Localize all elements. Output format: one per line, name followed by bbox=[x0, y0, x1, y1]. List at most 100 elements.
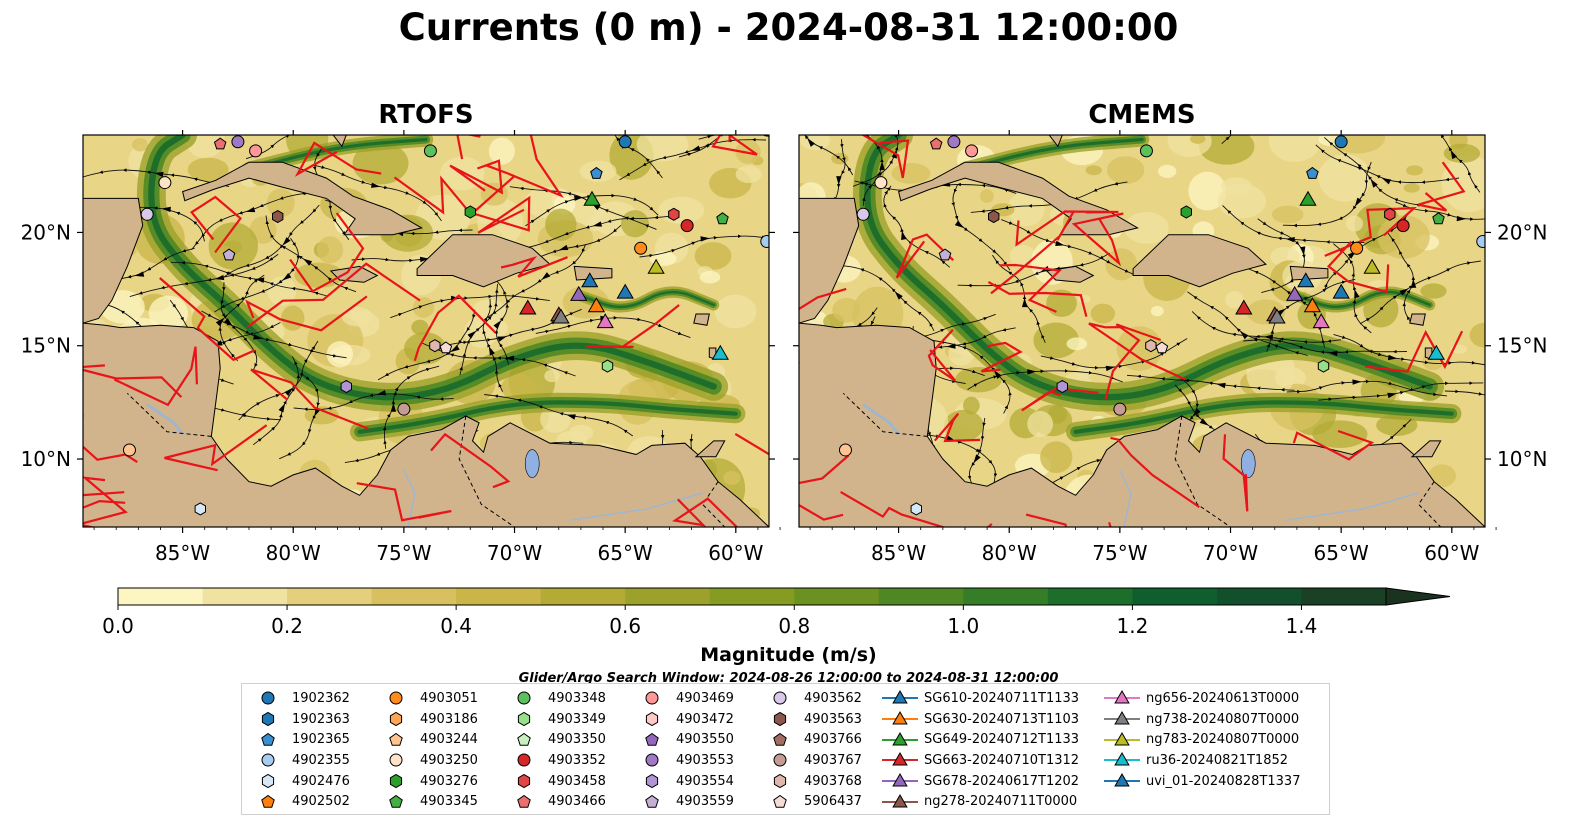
eez-boundary bbox=[1364, 329, 1464, 373]
magnitude-patch bbox=[1268, 135, 1321, 162]
argo-float-marker bbox=[222, 248, 236, 261]
colorbar-tick-label: 1.0 bbox=[947, 614, 979, 638]
colorbar-label: Magnitude (m/s) bbox=[700, 644, 877, 666]
eez-boundary bbox=[159, 277, 255, 362]
legend-entry: 5906437 bbox=[760, 791, 862, 812]
eez-boundary bbox=[861, 135, 910, 179]
legend-column: SG610-20240711T1133 SG630-20240713T1103 SG… bbox=[880, 688, 1079, 812]
eez-boundary bbox=[113, 346, 198, 407]
legend-entry: 4903458 bbox=[504, 771, 606, 792]
argo-float-marker bbox=[194, 502, 206, 516]
legend-label: 4903469 bbox=[676, 690, 734, 706]
legend-entry: 4903562 bbox=[760, 688, 862, 709]
glider-marker bbox=[583, 190, 601, 206]
legend-label: 4903350 bbox=[548, 732, 606, 748]
argo-float-marker bbox=[988, 210, 1000, 224]
hexagon-marker-icon bbox=[389, 711, 403, 727]
magnitude-patch bbox=[832, 297, 861, 323]
legend-label: 4903766 bbox=[804, 732, 862, 748]
eez-boundary bbox=[586, 304, 680, 348]
hexagon-marker-icon bbox=[389, 774, 403, 789]
streamline-arrow bbox=[1456, 215, 1466, 222]
glider-marker bbox=[1312, 313, 1330, 329]
lon-tick-label: 80°W bbox=[982, 541, 1037, 565]
glider-marker bbox=[1363, 258, 1381, 274]
magnitude-patch bbox=[979, 189, 994, 203]
eez-boundary bbox=[999, 263, 1062, 313]
panel-title-cmems: CMEMS bbox=[1088, 100, 1196, 130]
eez-boundary bbox=[83, 491, 126, 509]
legend-entry: 4903276 bbox=[376, 771, 478, 792]
magnitude-patch bbox=[341, 307, 374, 327]
land bbox=[1409, 313, 1426, 326]
legend-label: 4903472 bbox=[676, 711, 734, 727]
legend-entry: 4903469 bbox=[632, 688, 734, 709]
legend-label: 4903051 bbox=[420, 690, 478, 706]
legend-label: ng656-20240613T0000 bbox=[1146, 690, 1300, 706]
land bbox=[799, 322, 1485, 527]
streamline-arrow bbox=[65, 482, 70, 491]
magnitude-patch bbox=[1198, 135, 1255, 165]
colorbar-tick-label: 0.8 bbox=[778, 614, 810, 638]
magnitude-patch bbox=[412, 297, 435, 318]
triangle-marker-icon bbox=[882, 793, 918, 808]
argo-float-marker bbox=[668, 207, 680, 221]
colorbar-tick-label: 1.4 bbox=[1286, 614, 1318, 638]
argo-float-marker bbox=[1334, 135, 1348, 149]
legend-label: 4903767 bbox=[804, 752, 862, 768]
figure-title: Currents (0 m) - 2024-08-31 12:00:00 bbox=[398, 6, 1179, 49]
legend-entry: 4903554 bbox=[632, 771, 734, 792]
magnitude-patch bbox=[699, 270, 721, 284]
argo-float-marker bbox=[213, 137, 227, 150]
legend-column: 1902362 1902363 1902365 4902355 4902476 49025… bbox=[248, 688, 350, 812]
colorbar-segment bbox=[1132, 588, 1218, 605]
circle-marker-icon bbox=[517, 753, 531, 767]
eez-boundary bbox=[456, 135, 481, 160]
glider-marker bbox=[1286, 285, 1304, 301]
streamline-arrow bbox=[134, 271, 145, 277]
glider-marker bbox=[1332, 283, 1350, 299]
magnitude-patch bbox=[1090, 303, 1116, 324]
legend-entry: uvi_01-20240828T1337 bbox=[1102, 771, 1300, 792]
legend-label: 4903553 bbox=[676, 752, 734, 768]
lat-tick-label: 15°N bbox=[21, 334, 71, 358]
lon-tick-label: 60°W bbox=[708, 541, 763, 565]
legend-entry: 4903244 bbox=[376, 729, 478, 750]
hexagon-marker-icon bbox=[261, 774, 275, 789]
legend-entry: 4902502 bbox=[248, 791, 350, 812]
legend-entry: 4903250 bbox=[376, 750, 478, 771]
streamline-arrow bbox=[1387, 392, 1397, 399]
argo-float-marker bbox=[838, 443, 852, 457]
legend-label: SG610-20240711T1133 bbox=[924, 690, 1080, 706]
triangle-marker-icon bbox=[1104, 752, 1140, 766]
glider-marker bbox=[1235, 299, 1253, 315]
legend-label: SG678-20240617T1202 bbox=[924, 773, 1080, 789]
argo-float-marker bbox=[1155, 341, 1169, 354]
eez-boundary bbox=[1292, 429, 1375, 461]
legend-label: 4903768 bbox=[804, 773, 862, 789]
magnitude-patch bbox=[1040, 441, 1073, 474]
current-band-core bbox=[579, 290, 715, 309]
legend-entry: 1902365 bbox=[248, 729, 350, 750]
magnitude-patch bbox=[488, 137, 515, 165]
legend-label: SG649-20240712T1133 bbox=[924, 732, 1080, 748]
eez-boundary bbox=[711, 135, 758, 156]
streamline-arrow bbox=[1370, 178, 1378, 188]
streamline-arrow bbox=[725, 126, 734, 133]
argo-float-marker bbox=[397, 402, 411, 416]
eez-boundary bbox=[83, 476, 128, 527]
magnitude-patch bbox=[1150, 305, 1164, 317]
streamline-arrow bbox=[467, 330, 477, 339]
legend-entry: 4903350 bbox=[504, 729, 606, 750]
legend-label: 4902476 bbox=[292, 773, 350, 789]
argo-float-marker bbox=[716, 212, 729, 225]
streamline-arrow bbox=[700, 236, 710, 242]
glider-marker bbox=[596, 313, 614, 329]
glider-marker bbox=[581, 272, 599, 288]
circle-marker-icon bbox=[261, 691, 275, 705]
magnitude-patch bbox=[316, 236, 344, 264]
magnitude-patch bbox=[1420, 283, 1447, 299]
streamline-arrow bbox=[419, 256, 430, 263]
eez-boundary bbox=[927, 329, 957, 382]
streamline-arrow bbox=[894, 291, 903, 300]
